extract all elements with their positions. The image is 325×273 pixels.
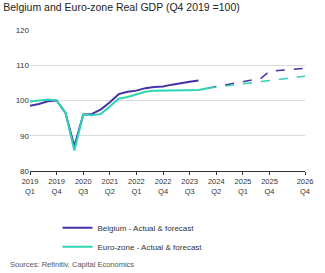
svg-text:100: 100 (16, 96, 30, 105)
svg-text:2026Q4: 2026Q4 (297, 177, 314, 196)
svg-text:2025Q4: 2025Q4 (261, 177, 278, 196)
svg-text:2025Q1: 2025Q1 (235, 177, 252, 196)
svg-text:2020Q3: 2020Q3 (75, 177, 92, 196)
svg-text:Belgium and Euro-zone Real GDP: Belgium and Euro-zone Real GDP (Q4 2019 … (3, 1, 240, 13)
svg-text:120: 120 (16, 26, 30, 35)
svg-text:2023Q3: 2023Q3 (181, 177, 198, 196)
svg-text:80: 80 (20, 167, 29, 176)
svg-text:2022Q1: 2022Q1 (128, 177, 145, 196)
svg-text:2019Q4: 2019Q4 (48, 177, 65, 196)
svg-text:2021Q2: 2021Q2 (101, 177, 118, 196)
svg-text:90: 90 (20, 132, 29, 141)
svg-text:2019Q1: 2019Q1 (22, 177, 39, 196)
svg-text:Belgium - Actual & forecast: Belgium - Actual & forecast (98, 224, 195, 233)
svg-text:Euro-zone - Actual & forecast: Euro-zone - Actual & forecast (98, 243, 203, 252)
svg-text:Sources: Refinitiv, Capital Ec: Sources: Refinitiv, Capital Economics (10, 260, 134, 269)
svg-text:2024Q2: 2024Q2 (208, 177, 225, 196)
svg-text:2022Q4: 2022Q4 (155, 177, 172, 196)
svg-text:110: 110 (16, 61, 29, 70)
